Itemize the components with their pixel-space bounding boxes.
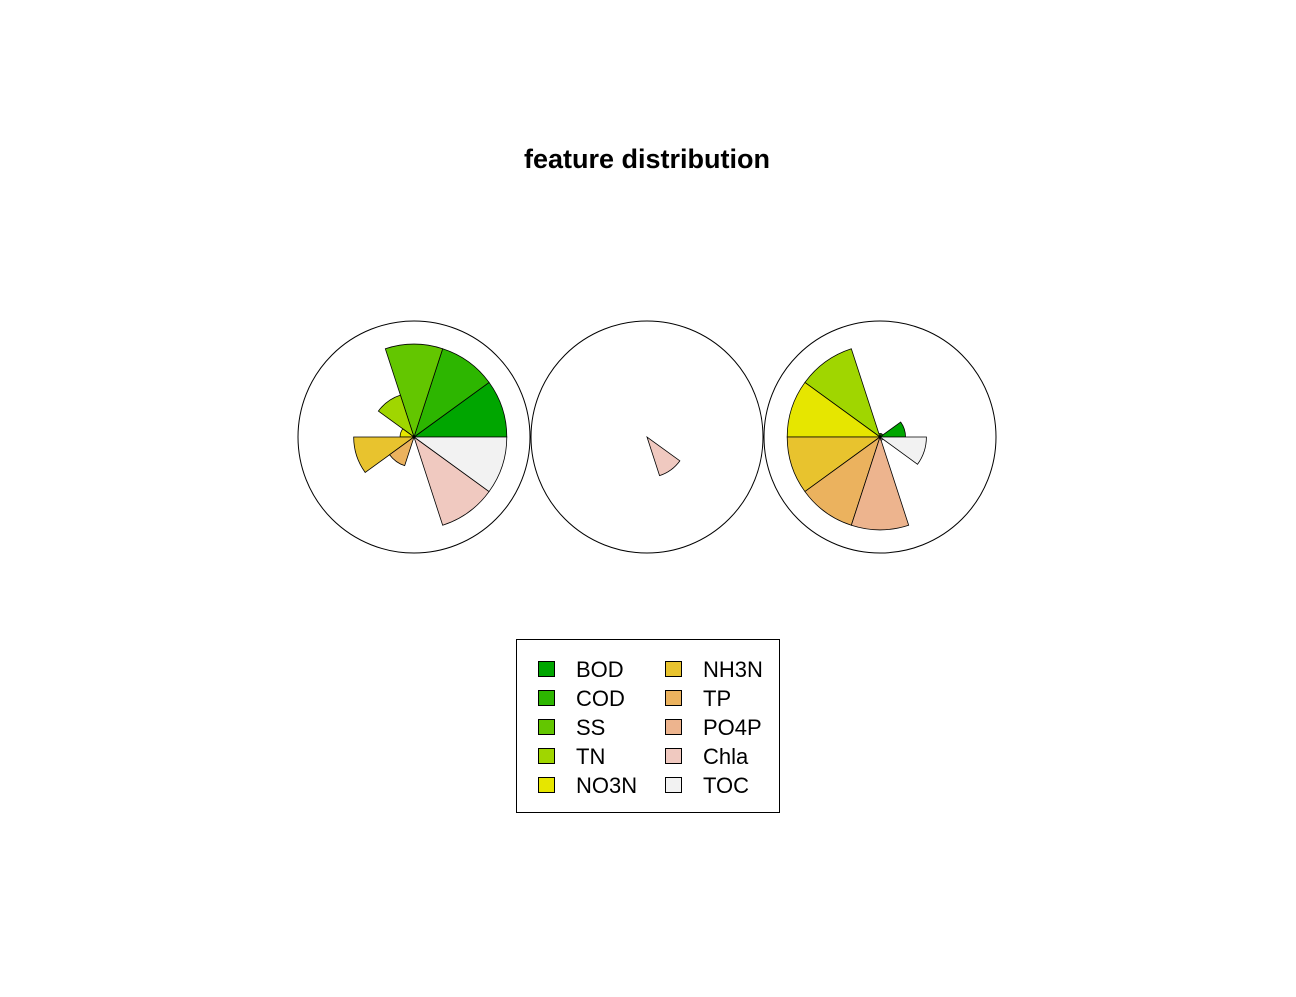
legend-swatch-toc xyxy=(665,777,682,793)
legend-label-nh3n: NH3N xyxy=(703,657,763,682)
legend-swatch-tp xyxy=(665,690,682,706)
reference-circle xyxy=(297,320,531,554)
segment-toc xyxy=(412,436,508,493)
segment-nh3n xyxy=(353,436,416,474)
legend-swatch-chla xyxy=(665,748,682,764)
legend-label-cod: COD xyxy=(576,686,625,711)
segment-toc xyxy=(878,436,927,465)
legend-label-chla: Chla xyxy=(703,744,749,769)
star-plots xyxy=(297,320,997,554)
chart-title: feature distribution xyxy=(524,144,770,174)
legend-box xyxy=(516,639,780,813)
segment-po4p xyxy=(850,435,910,531)
segment-tp xyxy=(389,435,415,467)
segment-chla xyxy=(646,435,681,477)
reference-circle xyxy=(530,320,764,554)
star-plot-1 xyxy=(297,320,531,554)
legend-swatch-tn xyxy=(538,748,555,764)
segment-bod xyxy=(878,421,906,438)
star-plot-2 xyxy=(530,320,764,554)
legend-label-tp: TP xyxy=(703,686,731,711)
legend-label-ss: SS xyxy=(576,715,605,740)
legend-label-toc: TOC xyxy=(703,773,749,798)
segment-tn xyxy=(377,394,415,439)
legend-label-tn: TN xyxy=(576,744,605,769)
legend-label-po4p: PO4P xyxy=(703,715,762,740)
legend-swatch-nh3n xyxy=(665,661,682,677)
legend-swatch-po4p xyxy=(665,719,682,735)
segment-ss xyxy=(384,343,444,439)
legend-swatch-bod xyxy=(538,661,555,677)
legend: BOD COD SS TN NO3N NH3N TP PO4P Chla TOC xyxy=(516,639,780,813)
star-plot-3 xyxy=(763,320,997,554)
legend-swatch-ss xyxy=(538,719,555,735)
reference-circle xyxy=(763,320,997,554)
legend-label-no3n: NO3N xyxy=(576,773,637,798)
legend-swatch-cod xyxy=(538,690,555,706)
legend-swatch-no3n xyxy=(538,777,555,793)
legend-label-bod: BOD xyxy=(576,657,624,682)
